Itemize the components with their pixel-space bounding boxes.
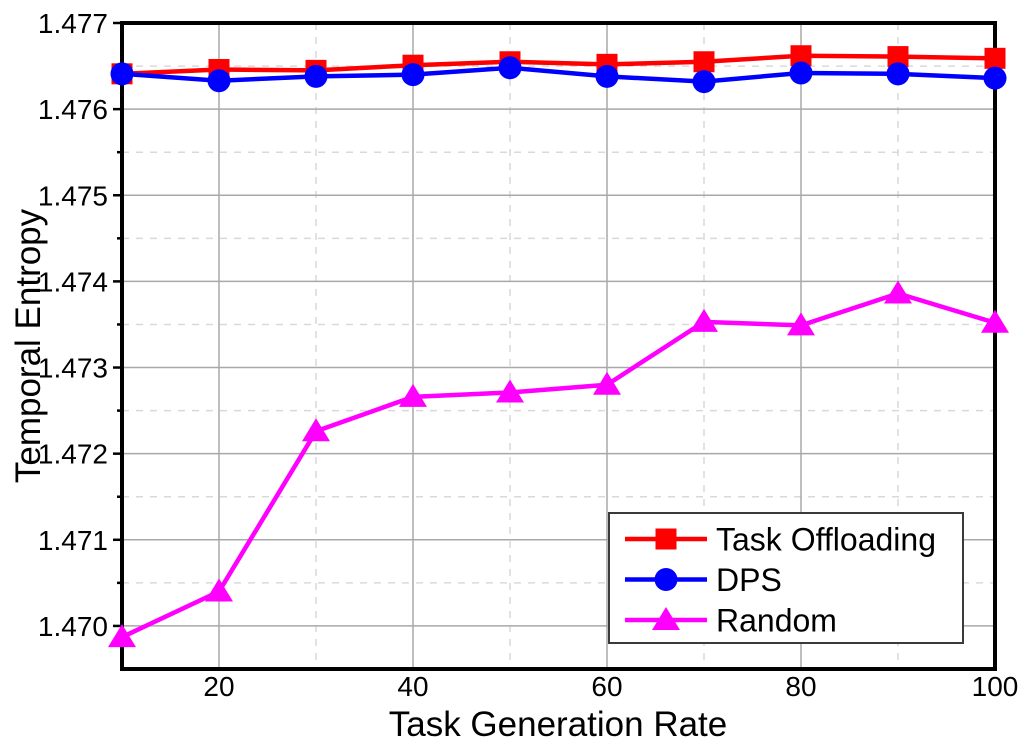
legend-marker-random: [652, 607, 680, 630]
series-line-random: [121, 291, 996, 640]
marker-random: [690, 308, 718, 332]
y-axis-tick-label: 1.477: [38, 8, 108, 39]
x-axis-tick-label: 100: [972, 671, 1019, 702]
marker-dps: [789, 61, 813, 85]
marker-random: [884, 280, 912, 304]
marker-random: [981, 309, 1009, 333]
marker-dps: [304, 64, 328, 88]
gridlines-major: [122, 22, 996, 669]
marker-random: [205, 578, 233, 602]
marker-random: [108, 624, 136, 648]
marker-random: [787, 312, 815, 336]
marker-task-offloading: [984, 47, 1006, 69]
series-group: [108, 45, 1009, 648]
legend-label-dps: DPS: [716, 562, 782, 598]
y-axis-tick-label: 1.472: [38, 439, 108, 470]
y-axis-tick-label: 1.476: [38, 94, 108, 125]
y-axis-tick-label: 1.470: [38, 611, 108, 642]
marker-random: [399, 383, 427, 407]
y-axis-tick-label: 1.475: [38, 180, 108, 211]
legend: Task Offloading DPS Random: [608, 512, 964, 644]
marker-dps: [983, 66, 1007, 90]
marker-dps: [498, 56, 522, 80]
series-line-task-offloading: [121, 53, 996, 77]
marker-dps: [207, 69, 231, 93]
marker-task-offloading: [887, 46, 909, 68]
x-axis-tick-label: 20: [203, 671, 234, 702]
plot-frame: [120, 21, 997, 671]
marker-dps: [110, 62, 134, 86]
marker-task-offloading: [693, 51, 715, 73]
marker-dps: [886, 62, 910, 86]
tick-labels: 20 40 60 80 100 1.470 1.471 1.472 1.473 1.474 1.47…: [38, 8, 1018, 702]
x-axis-tick-label: 40: [397, 671, 428, 702]
marker-dps: [595, 64, 619, 88]
x-axis-title: Task Generation Rate: [389, 705, 728, 744]
plot-frame-group: [120, 21, 997, 671]
legend-label-random: Random: [716, 603, 837, 639]
y-axis-tick-label: 1.471: [38, 525, 108, 556]
legend-marker-task-offloading: [655, 528, 677, 550]
y-axis-tick-label: 1.474: [38, 266, 108, 297]
marker-random: [302, 418, 330, 442]
x-axis-tick-label: 80: [785, 671, 816, 702]
marker-random: [593, 371, 621, 395]
marker-task-offloading: [790, 45, 812, 67]
gridlines-minor: [122, 23, 995, 669]
y-axis-tick-label: 1.473: [38, 353, 108, 384]
series-line-dps: [121, 65, 996, 84]
y-axis-title: Temporal Entropy: [9, 208, 48, 483]
legend-marker-dps: [654, 568, 678, 591]
marker-random: [496, 379, 524, 403]
legend-label-task-offloading: Task Offloading: [716, 522, 936, 558]
axis-ticks: [113, 21, 122, 628]
x-axis-tick-label: 60: [591, 671, 622, 702]
marker-dps: [692, 70, 716, 94]
marker-dps: [401, 63, 425, 87]
